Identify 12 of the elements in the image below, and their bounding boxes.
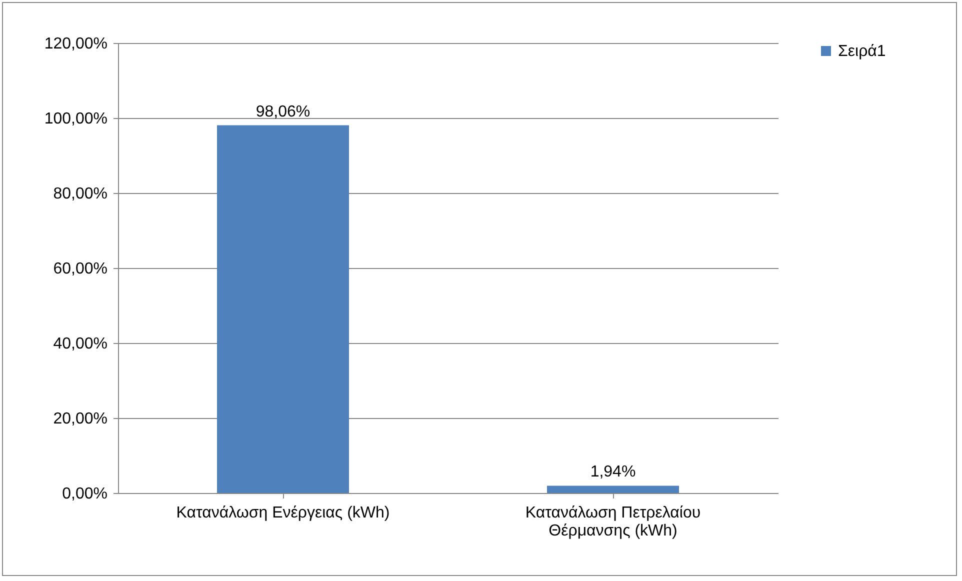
y-tick-label: 20,00% [53,410,108,428]
y-tick-label: 120,00% [44,36,108,52]
x-tick-label: Κατανάλωση Ενέργειας (kWh) [176,504,390,522]
y-tick-label: 80,00% [53,186,108,202]
x-tick-label: Κατανάλωση Πετρελαίου Θέρμανσης (kWh) [525,504,701,540]
y-tick-label: 40,00% [53,336,108,352]
y-tick-label: 60,00% [53,260,108,278]
data-label: 1,94% [590,464,636,481]
y-tick-label: 100,00% [44,110,108,128]
data-label: 98,06% [256,103,310,120]
legend-label: Σειρά1 [838,43,886,60]
y-tick-label: 0,00% [62,486,108,502]
